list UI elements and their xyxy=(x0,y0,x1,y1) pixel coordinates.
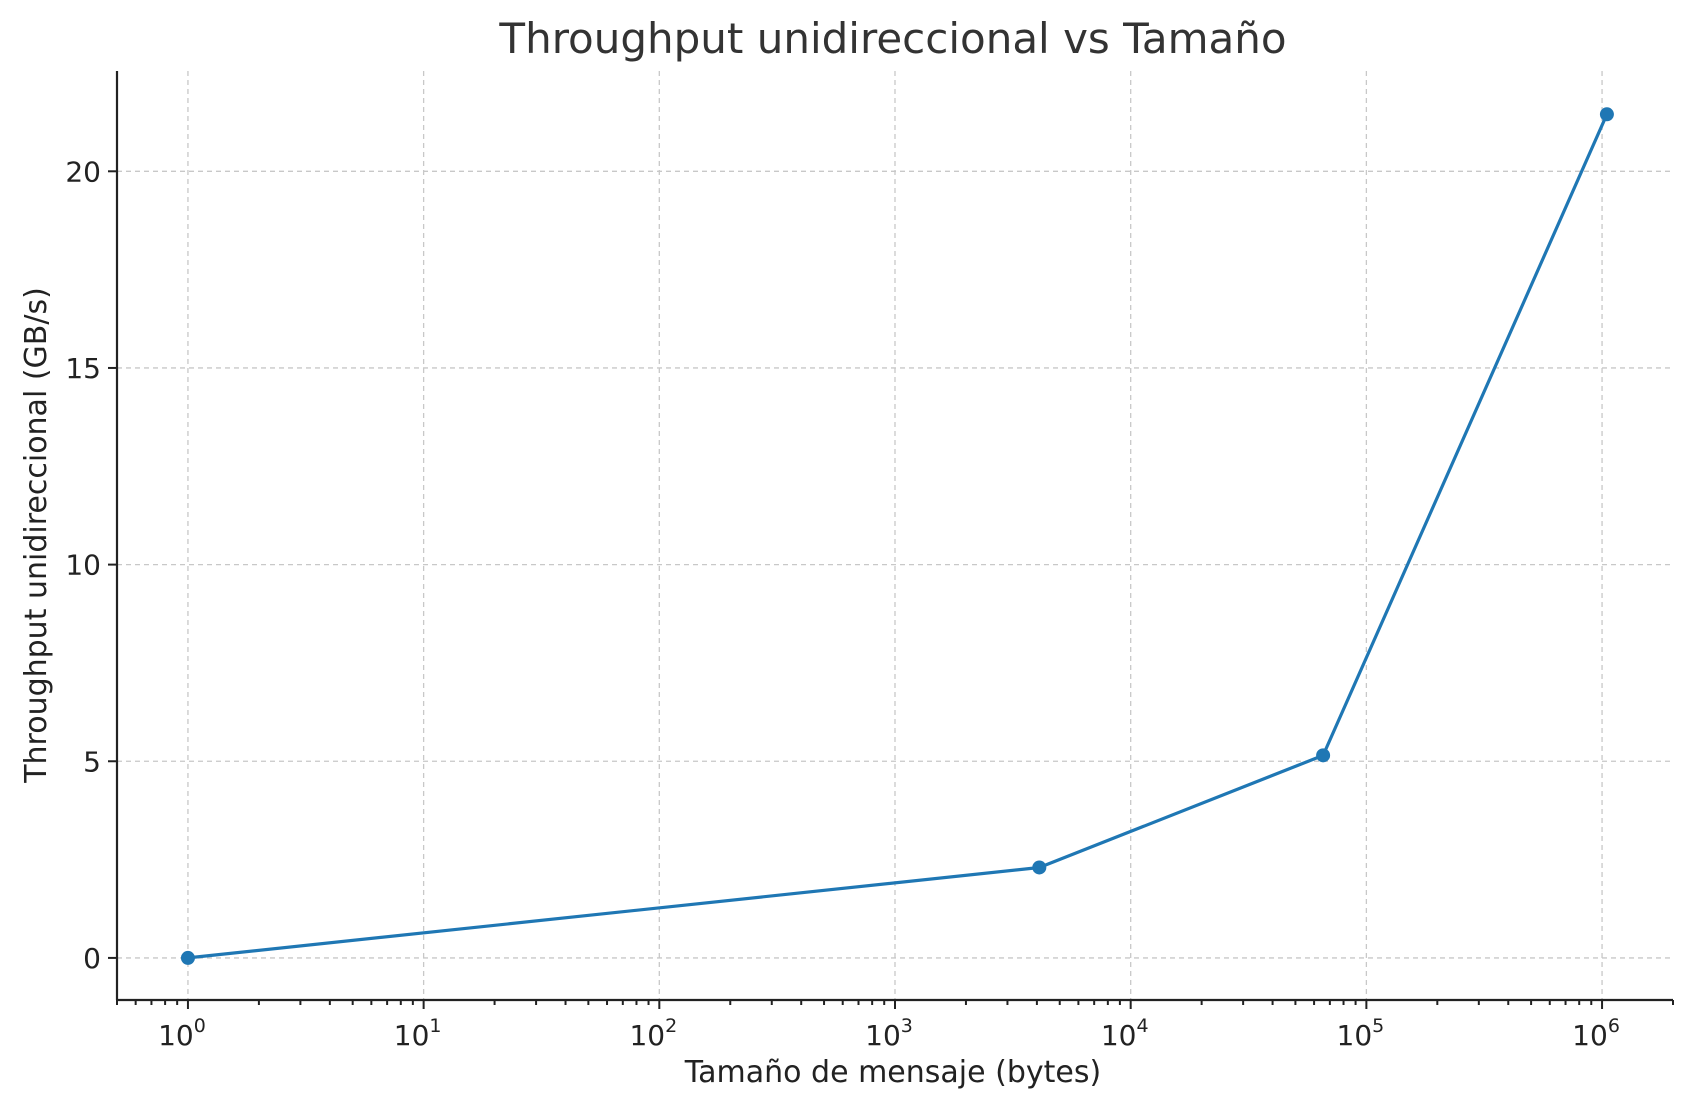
y-tick-label: 15 xyxy=(65,352,101,385)
x-tick-label: 106 xyxy=(1572,1015,1620,1052)
data-point xyxy=(1599,107,1614,122)
data-point xyxy=(180,950,195,965)
x-tick-label: 105 xyxy=(1337,1015,1385,1052)
axes-layer: 100 101 102 103 104 105 106 0 5 10 15 20 xyxy=(65,71,1674,1052)
y-axis-label: Throughput unidireccional (GB/s) xyxy=(19,287,54,784)
y-tick-label: 0 xyxy=(83,942,101,975)
x-tick-label: 102 xyxy=(629,1015,677,1052)
x-tick-label: 100 xyxy=(158,1015,206,1052)
data-point xyxy=(1316,748,1331,763)
x-tick-label: 101 xyxy=(394,1015,442,1052)
y-tick-label: 10 xyxy=(65,549,101,582)
data-point xyxy=(1032,860,1047,875)
x-tick-label: 104 xyxy=(1101,1015,1149,1052)
series-line xyxy=(187,113,1609,960)
x-axis-label: Tamaño de mensaje (bytes) xyxy=(684,1055,1101,1090)
y-tick-label: 20 xyxy=(65,155,101,188)
grid-layer xyxy=(117,71,1673,1000)
x-tick-label: 103 xyxy=(865,1015,913,1052)
chart-title: Throughput unidireccional vs Tamaño xyxy=(498,14,1286,63)
y-tick-label: 5 xyxy=(83,745,101,778)
series-layer xyxy=(180,107,1614,965)
